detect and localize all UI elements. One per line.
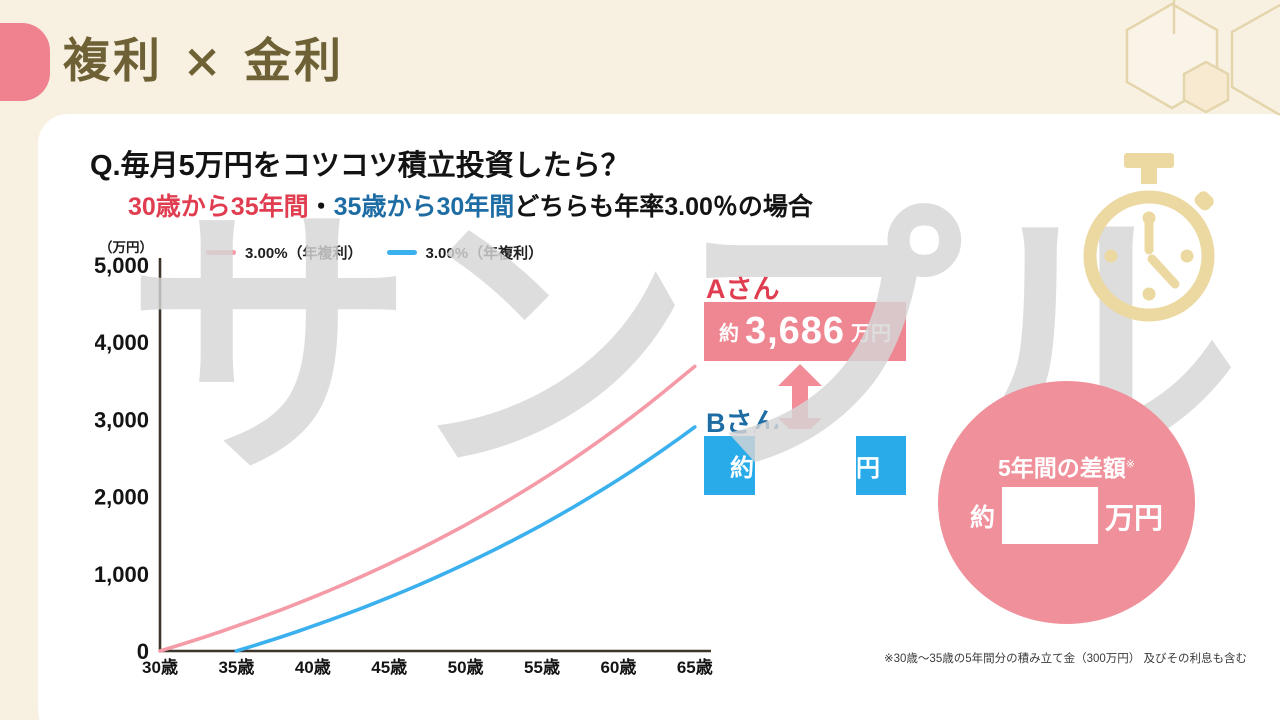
question-subtitle: 30歳から35年間・35歳から30年間どちらも年率3.00％の場合 [128,187,813,223]
footnote: ※30歳～35歳の5年間分の積み立て金（300万円） 及びその利息も含む [884,653,1247,665]
svg-text:0: 0 [137,639,149,664]
stopwatch-icon [1083,153,1215,322]
svg-text:5,000: 5,000 [95,253,149,278]
chart-legend: 3.00%（年複利） 3.00%（年複利） [206,242,543,263]
difference-value-row: 約 万円 [938,487,1195,544]
page-title: 複利 × 金利 [63,34,345,89]
difference-suffix: 万円 [1105,502,1164,535]
footnote-mark: ※ [1125,458,1135,471]
difference-title: 5年間の差額※ [997,455,1135,481]
svg-text:4,000: 4,000 [95,330,149,355]
subtitle-separator: ・ [308,193,334,221]
svg-text:1,000: 1,000 [95,562,149,587]
difference-value-mask [1002,487,1098,544]
header-accent-shape [0,23,50,101]
person-a-amount-box: 約 3,686 万円 [704,302,906,361]
legend-item-b: 3.00%（年複利） [386,242,544,263]
double-arrow-icon [778,364,822,440]
question-title: Q.毎月5万円をコツコツ積立投資したら？ [90,150,630,182]
person-a-prefix: 約 [718,323,739,345]
legend-item-a: 3.00%（年複利） [206,242,363,263]
person-a-suffix: 万円 [851,323,892,345]
subtitle-period-b: 35歳から30年間 [333,193,515,221]
svg-text:40歳: 40歳 [295,657,331,677]
svg-text:2,000: 2,000 [95,485,149,510]
subtitle-period-a: 30歳から35年間 [128,193,309,221]
svg-text:65歳: 65歳 [677,657,713,677]
hexagon-decoration-icon [1125,0,1280,117]
difference-prefix: 約 [969,503,995,532]
svg-text:50歳: 50歳 [448,657,484,677]
svg-text:35歳: 35歳 [218,657,254,677]
line-chart: （万円） 0 1,000 2,000 3,000 4,000 5,000 30歳 35歳 40歳 4… [95,240,713,677]
legend-label: 3.00%（年複利） [245,245,363,262]
svg-text:60歳: 60歳 [600,657,636,677]
svg-text:（万円）: （万円） [99,240,153,255]
legend-swatch [206,250,236,255]
difference-circle: 5年間の差額※ 約 万円 [938,381,1195,624]
svg-text:45歳: 45歳 [371,657,407,677]
legend-label: 3.00%（年複利） [425,245,544,262]
legend-swatch [386,250,417,255]
person-b-value-mask [755,429,856,503]
person-b-prefix: 約 [730,455,754,482]
person-a-value: 3,686 [744,310,846,352]
svg-text:30歳: 30歳 [142,657,178,677]
svg-text:55歳: 55歳 [524,657,560,677]
svg-text:3,000: 3,000 [95,407,149,432]
person-a-label: Aさん [706,274,780,304]
subtitle-condition: どちらも年率3.00％の場合 [514,193,813,221]
